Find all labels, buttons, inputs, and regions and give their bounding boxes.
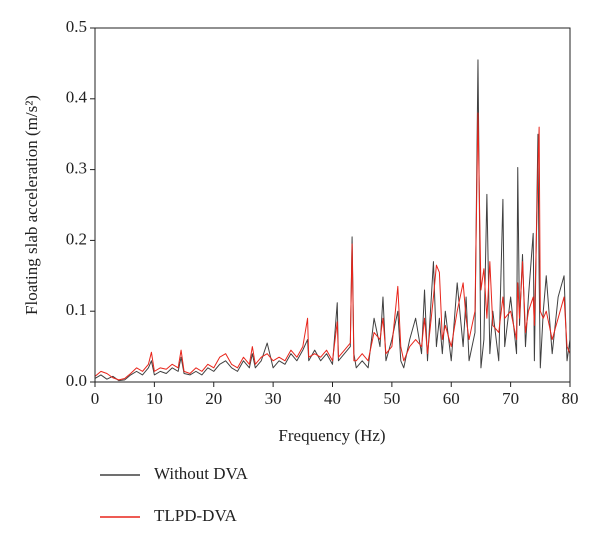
y-tick-label: 0.2	[66, 229, 87, 248]
legend-label: TLPD-DVA	[154, 506, 238, 525]
x-tick-label: 30	[265, 389, 282, 408]
x-tick-label: 80	[562, 389, 579, 408]
x-axis-label: Frequency (Hz)	[278, 426, 385, 445]
y-tick-label: 0.0	[66, 371, 87, 390]
y-tick-label: 0.3	[66, 159, 87, 178]
legend-label: Without DVA	[154, 464, 249, 483]
x-tick-label: 0	[91, 389, 100, 408]
x-tick-label: 70	[502, 389, 519, 408]
y-axis-label: Floating slab acceleration (m/s²)	[22, 95, 41, 315]
x-tick-label: 10	[146, 389, 163, 408]
series-line	[94, 112, 571, 381]
plot-frame	[94, 27, 571, 383]
x-tick-label: 60	[443, 389, 460, 408]
x-tick-label: 50	[383, 389, 400, 408]
x-tick-label: 20	[205, 389, 222, 408]
x-tick-label: 40	[324, 389, 341, 408]
y-tick-label: 0.1	[66, 300, 87, 319]
y-tick-label: 0.4	[66, 88, 88, 107]
y-tick-label: 0.5	[66, 17, 87, 36]
